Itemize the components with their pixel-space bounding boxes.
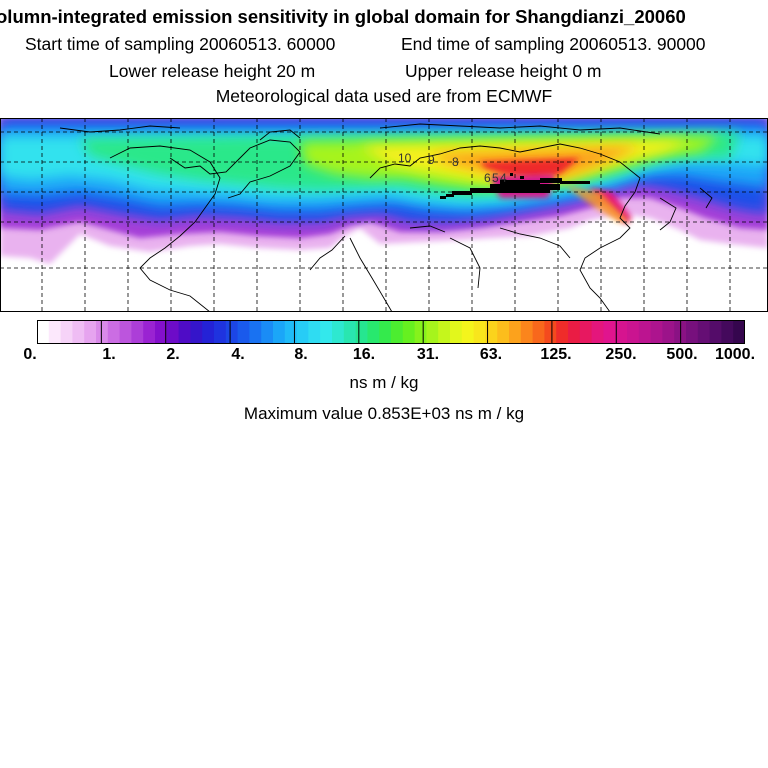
colorbar-cell <box>214 320 227 344</box>
colorbar-cell <box>721 320 734 344</box>
field-band-red <box>480 158 580 178</box>
colorbar-cell <box>520 320 534 344</box>
colorbar-tick-label: 125. <box>540 346 572 363</box>
colorbar-cell <box>96 320 109 344</box>
contour-label: 4 <box>500 171 507 185</box>
colorbar-unit: ns m / kg <box>349 373 419 392</box>
colorbar-tick-label: 4. <box>231 346 245 363</box>
colorbar-cell <box>48 320 62 344</box>
colorbar-cell <box>60 320 73 344</box>
colorbar-cell <box>450 320 463 344</box>
coastlines <box>59 123 713 312</box>
colorbar-cell <box>202 320 215 344</box>
colorbar-cell <box>225 320 239 344</box>
colorbar-cell <box>544 320 557 344</box>
colorbar-cell <box>627 320 640 344</box>
contour-label: 9 <box>428 153 435 167</box>
colorbar-cell <box>532 320 545 344</box>
colorbar-cell <box>426 320 439 344</box>
colorbar-tick-label: 63. <box>479 346 503 363</box>
emission-sensitivity-map: 10 9 8 6 5 4 <box>0 118 768 312</box>
sensitivity-field <box>0 118 768 264</box>
colorbar-cell <box>485 320 498 344</box>
map-title: olumn-integrated emission sensitivity in… <box>0 6 686 27</box>
colorbar-cell <box>438 320 451 344</box>
colorbar-cell <box>556 320 569 344</box>
contour-label: 6 <box>484 171 491 185</box>
colorbar-cell <box>273 320 286 344</box>
colorbar-tick-labels: 0. 1. 2. 4. 8. 16. 31. 63. 125. 250. 500… <box>0 346 768 366</box>
colorbar-cell <box>473 320 486 344</box>
colorbar-cell <box>84 320 97 344</box>
colorbar-cell <box>509 320 522 344</box>
graticule <box>0 118 768 312</box>
met-data-label: Meteorological data used are from ECMWF <box>215 86 553 106</box>
colorbar-cell <box>107 320 121 344</box>
colorbar-cell <box>638 320 652 344</box>
colorbar-cell <box>709 320 722 344</box>
colorbar-cell <box>686 320 699 344</box>
colorbar-cell <box>119 320 132 344</box>
colorbar-cell <box>131 320 144 344</box>
maximum-value-label: Maximum value 0.853E+03 ns m / kg <box>243 404 525 423</box>
colorbar-tick-label: 250. <box>605 346 637 363</box>
colorbar-tick-label: 8. <box>294 346 308 363</box>
colorbar-cell <box>332 320 345 344</box>
colorbar-cell <box>615 320 628 344</box>
colorbar-cell <box>249 320 262 344</box>
colorbar-cell <box>308 320 321 344</box>
end-time-label: End time of sampling 20060513. 90000 <box>401 34 706 54</box>
colorbar-cell <box>367 320 380 344</box>
colorbar-cell <box>178 320 191 344</box>
colorbar-cell <box>379 320 392 344</box>
colorbar-cell <box>343 320 357 344</box>
colorbar-tick-label: 500. <box>666 346 698 363</box>
contour-label: 8 <box>452 155 459 169</box>
colorbar-cell <box>190 320 203 344</box>
colorbar-cell <box>237 320 250 344</box>
colorbar-cell <box>568 320 581 344</box>
colorbar-cell <box>461 320 475 344</box>
colorbar-cell <box>414 320 427 344</box>
colorbar-tick-label: 0. <box>23 346 37 363</box>
colorbar-cell <box>166 320 180 344</box>
colorbar-cell <box>355 320 368 344</box>
field-band-orange-tail <box>565 186 630 222</box>
trajectory-points <box>440 173 590 199</box>
colorbar-cell <box>402 320 416 344</box>
colorbar-cell <box>155 320 168 344</box>
colorbar-tick-label: 1000. <box>714 346 756 363</box>
colorbar-cell <box>37 320 50 344</box>
colorbar-cell <box>320 320 333 344</box>
contour-label: 10 <box>398 151 412 165</box>
colorbar-cell <box>697 320 711 344</box>
colorbar-cell <box>579 320 593 344</box>
colorbar-cell <box>497 320 510 344</box>
colorbar-cell <box>72 320 85 344</box>
start-time-label: Start time of sampling 20060513. 60000 <box>25 34 336 54</box>
colorbar-separators <box>100 320 682 344</box>
colorbar-cell <box>591 320 604 344</box>
colorbar <box>37 320 745 344</box>
colorbar-tick-label: 2. <box>166 346 180 363</box>
colorbar-cell <box>284 320 298 344</box>
colorbar-frame <box>37 320 745 344</box>
colorbar-tick-label: 16. <box>352 346 376 363</box>
contour-labels: 10 9 8 6 5 4 <box>398 151 507 185</box>
colorbar-cell <box>603 320 616 344</box>
colorbar-cell <box>296 320 309 344</box>
colorbar-cell <box>733 320 745 344</box>
contour-label: 5 <box>492 171 499 185</box>
colorbar-cell <box>662 320 675 344</box>
colorbar-cells <box>37 320 745 344</box>
colorbar-cell <box>650 320 663 344</box>
colorbar-tick-label: 1. <box>102 346 116 363</box>
lower-release-label: Lower release height 20 m <box>109 61 316 81</box>
colorbar-cell <box>391 320 404 344</box>
upper-release-label: Upper release height 0 m <box>405 61 602 81</box>
colorbar-cell <box>261 320 274 344</box>
colorbar-cell <box>143 320 156 344</box>
colorbar-tick-label: 31. <box>416 346 440 363</box>
